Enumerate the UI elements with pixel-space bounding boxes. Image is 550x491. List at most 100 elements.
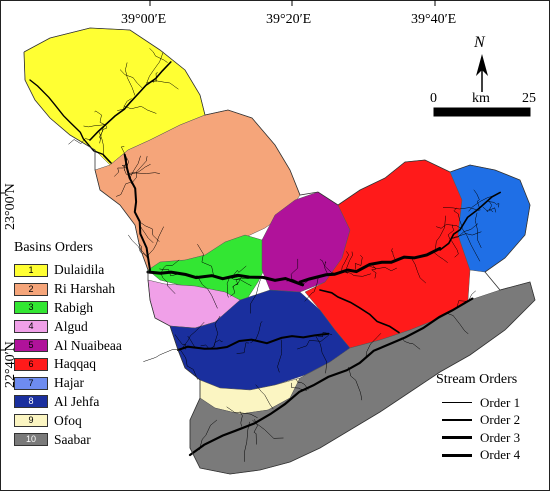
stream-line (295, 378, 309, 390)
stream-line (354, 255, 363, 270)
stream-line (119, 69, 143, 89)
stream-line (226, 406, 258, 418)
stream-line (123, 165, 130, 177)
stream-legend-label: Order 4 (480, 447, 521, 463)
stream-line (319, 289, 400, 334)
legend-label: Haqqaq (54, 356, 96, 372)
stream-line (196, 274, 218, 309)
stream-line (482, 206, 494, 212)
legend-item: 3 Rabigh (14, 299, 144, 318)
stream-line (159, 268, 179, 277)
stream-line (488, 200, 497, 213)
stream-line (232, 277, 241, 288)
stream-line (343, 251, 353, 273)
legend-item: 4 Algud (14, 317, 144, 336)
stream-orders-title: Stream Orders (436, 372, 518, 387)
scale-unit-label: km (472, 91, 490, 106)
stream-line (160, 259, 180, 274)
stream-line (253, 419, 258, 445)
stream-line (174, 334, 187, 350)
stream-line (89, 61, 172, 141)
legend-item: 6 Haqqaq (14, 355, 144, 374)
legend-label: Hajar (54, 375, 84, 391)
legend-label: Ofoq (54, 412, 82, 428)
stream-line (344, 271, 372, 277)
stream-line (121, 156, 128, 169)
stream-legend-label: Order 3 (480, 429, 521, 445)
stream-line (439, 191, 501, 251)
stream-line (348, 366, 363, 401)
stream-line (391, 248, 396, 261)
stream-line (94, 110, 106, 126)
legend-label: Algud (54, 318, 88, 334)
stream-line (401, 337, 421, 350)
stream-line (488, 201, 500, 208)
legend-label: Dulaidila (54, 262, 105, 278)
stream-line (453, 207, 463, 228)
legend-item: 9 Ofoq (14, 411, 144, 430)
graticule-ticks (0, 0, 436, 351)
stream-line (255, 384, 274, 410)
stream-line (116, 181, 132, 197)
coord-label-top-1: 39°00′E (121, 12, 167, 27)
stream-line (298, 246, 442, 284)
legend-item: 10 Saabar (14, 430, 144, 449)
stream-line (146, 80, 179, 90)
stream-line (125, 62, 136, 96)
stream-line (446, 312, 469, 334)
stream-line (369, 265, 397, 272)
stream-line (304, 277, 319, 302)
stream-line (239, 411, 243, 427)
basins-legend: Basins Orders 1 Dulaidila 2 Ri Harshah 3 Rabi… (14, 240, 144, 449)
stream-line (29, 79, 112, 164)
legend-label: Ri Harshah (54, 281, 116, 297)
stream-legend-item: Order 1 (436, 394, 546, 412)
legend-item: 2 Ri Harshah (14, 280, 144, 299)
stream-line (231, 265, 247, 278)
legend-swatch: 2 (14, 282, 48, 296)
legend-swatch: 5 (14, 339, 48, 353)
stream-line (450, 239, 459, 258)
stream-legend-label: Order 2 (480, 412, 521, 428)
stream-line (473, 189, 481, 211)
stream-line (99, 124, 108, 144)
stream-line (456, 290, 476, 308)
north-arrow-icon (476, 54, 488, 92)
basin-boundaries (23, 27, 536, 475)
coord-label-top-2: 39°20′E (266, 12, 312, 27)
legend-item: 7 Hajar (14, 374, 144, 393)
stream-line (277, 339, 283, 373)
stream-line (434, 215, 446, 252)
stream-legend-item: Order 3 (436, 429, 546, 447)
stream-line (226, 277, 230, 298)
stream-line (146, 270, 305, 287)
legend-swatch: 6 (14, 357, 48, 371)
stream-line (130, 155, 141, 183)
stream-line (250, 321, 263, 344)
coord-label-top-3: 39°40′E (411, 12, 457, 27)
stream-line (83, 119, 111, 128)
stream-line (200, 344, 215, 349)
stream-line (123, 153, 151, 271)
stream-line (447, 224, 455, 241)
stream-line (236, 342, 249, 354)
stream-line (146, 226, 164, 257)
stream-line (120, 146, 129, 167)
stream-line (468, 195, 495, 212)
stream-legend-label: Order 1 (480, 394, 521, 410)
legend-label: Al Jehfa (54, 393, 100, 409)
stream-legend-item: Order 2 (436, 412, 546, 430)
scale-end-label: 25 (522, 91, 536, 106)
stream-line (68, 138, 91, 145)
stream-line (442, 207, 480, 211)
stream-line (117, 98, 132, 111)
legend-swatch: 7 (14, 376, 48, 390)
legend-item: 8 Al Jehfa (14, 393, 144, 412)
stream-line (180, 349, 198, 380)
legend-swatch: 10 (14, 433, 48, 447)
stream-line (149, 48, 168, 63)
stream-line (365, 333, 382, 358)
stream-line (128, 234, 148, 256)
stream-line (229, 277, 252, 286)
stream-line (231, 275, 249, 279)
